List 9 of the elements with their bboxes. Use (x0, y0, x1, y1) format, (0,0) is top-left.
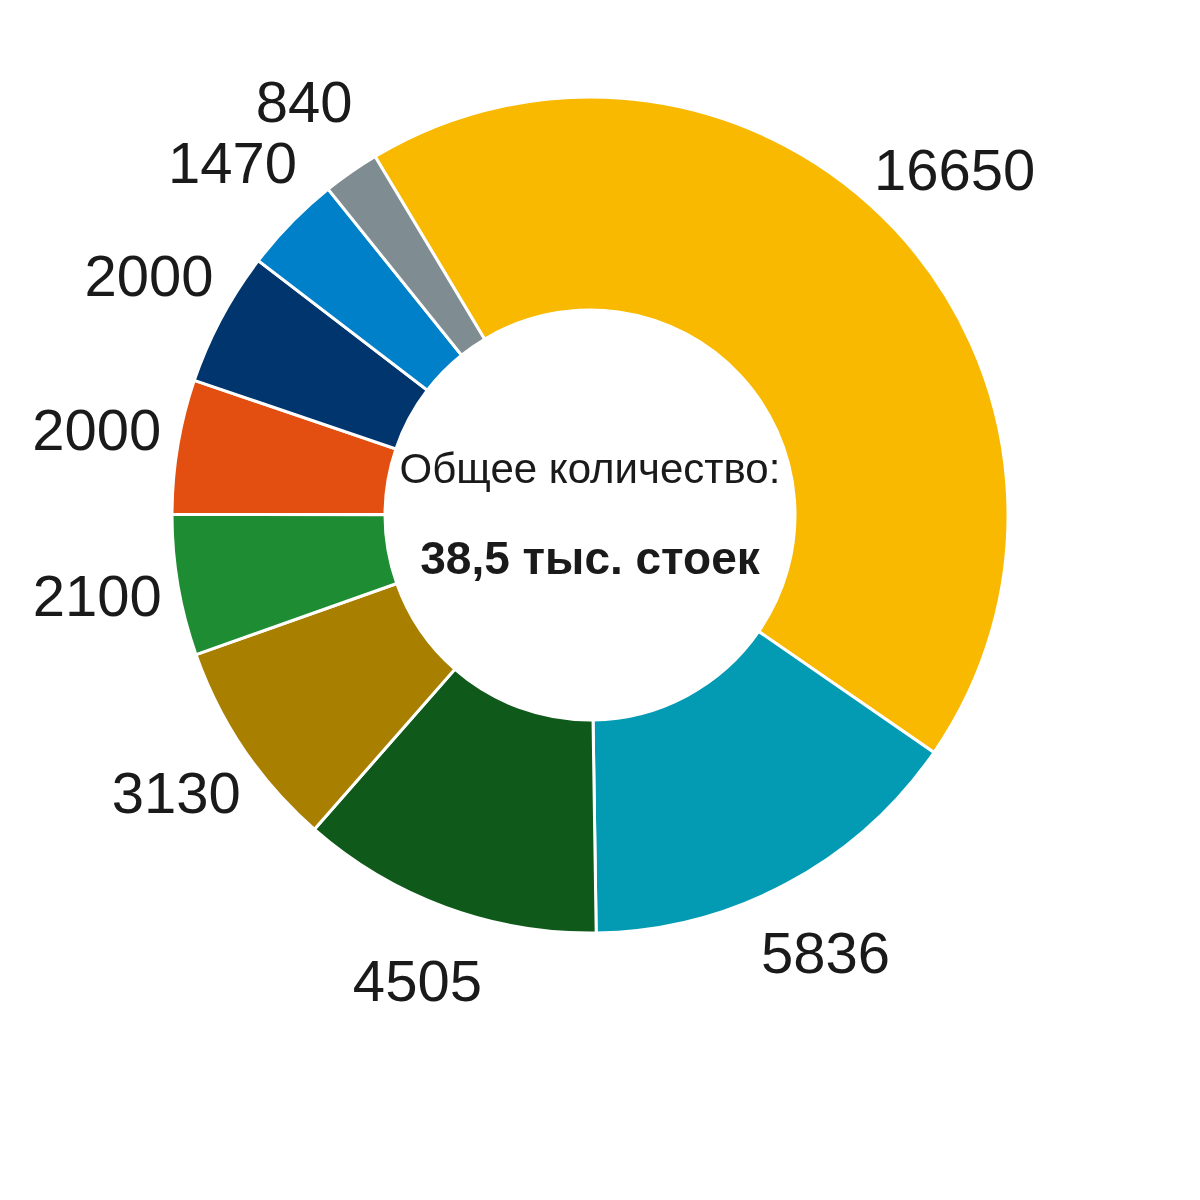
data-label: 3130 (111, 759, 241, 825)
text: 38,5 тыс. стоек (420, 532, 761, 584)
data-label: 4505 (352, 948, 482, 1014)
data-label: 5836 (761, 920, 891, 986)
data-label: 2000 (84, 243, 214, 309)
data-label: 16650 (874, 136, 1036, 202)
text: Общее количество: (399, 445, 781, 492)
data-label: 2100 (32, 563, 162, 629)
data-label: 2000 (32, 396, 162, 462)
